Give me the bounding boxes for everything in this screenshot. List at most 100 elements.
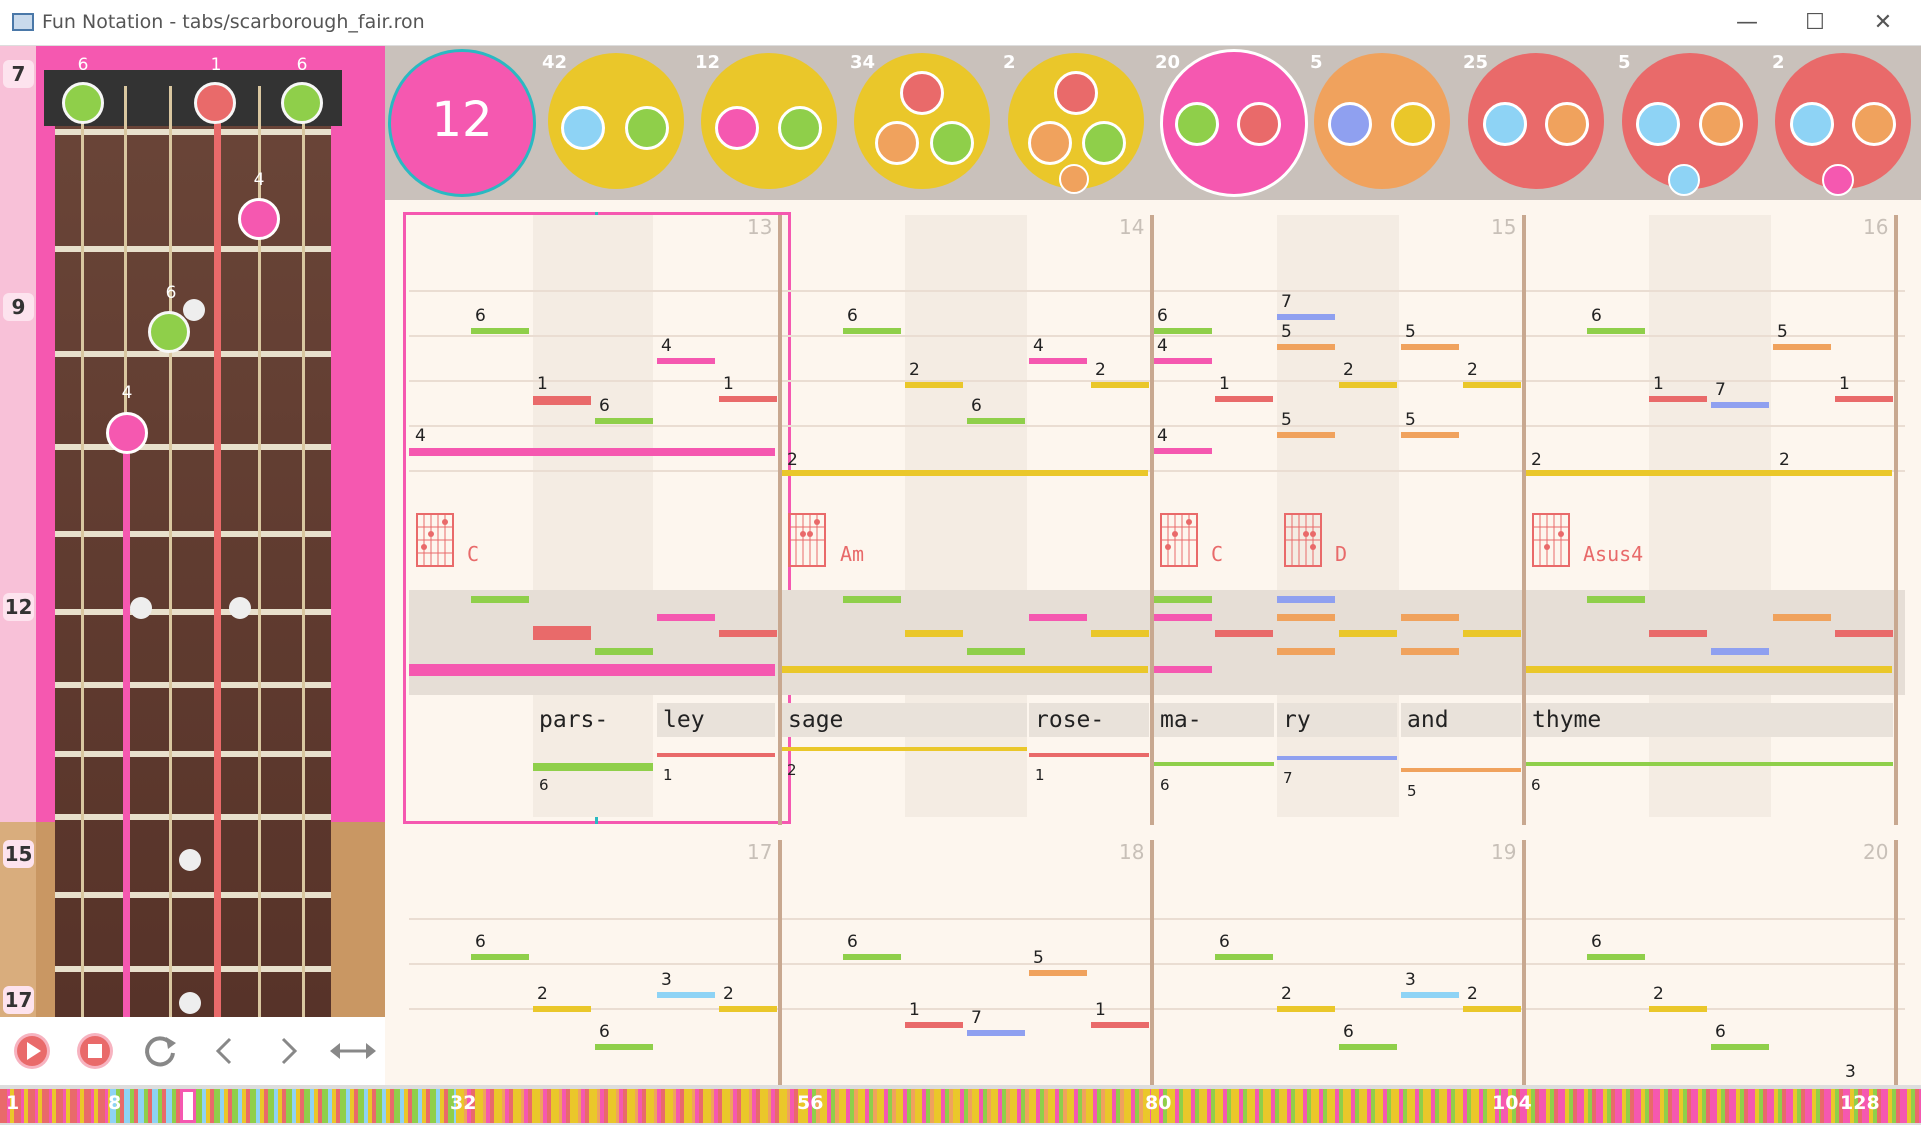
tab-note[interactable]: [967, 418, 1025, 424]
tab-note[interactable]: [1711, 402, 1769, 408]
tab-note-fret: 2: [1095, 360, 1106, 380]
stack-note-dot: [1054, 71, 1098, 115]
tab-note[interactable]: [1401, 344, 1459, 350]
tab-note[interactable]: [905, 382, 963, 388]
play-icon[interactable]: [12, 1031, 52, 1071]
maximize-button[interactable]: ☐: [1805, 10, 1825, 35]
tab-note[interactable]: [471, 954, 529, 960]
tab-note[interactable]: [533, 396, 591, 405]
chord-name[interactable]: Asus4: [1583, 542, 1644, 566]
chevron-right-icon[interactable]: [268, 1031, 308, 1071]
timeline-scrubber[interactable]: 1 8 32 56 80 104 128: [0, 1085, 1921, 1125]
tab-note[interactable]: [843, 954, 901, 960]
tab-note[interactable]: [409, 448, 775, 456]
tab-note[interactable]: [1649, 396, 1707, 402]
tab-note[interactable]: [719, 1006, 777, 1012]
fretboard-note[interactable]: [106, 412, 148, 454]
close-button[interactable]: ✕: [1873, 10, 1893, 35]
note-label: 6: [296, 55, 308, 75]
tab-note[interactable]: [1526, 470, 1892, 476]
tab-note[interactable]: [471, 328, 529, 334]
tab-note[interactable]: [1711, 1044, 1769, 1050]
tab-note[interactable]: [1463, 382, 1521, 388]
tab-note[interactable]: [1277, 344, 1335, 350]
tab-note[interactable]: [1154, 448, 1212, 454]
tab-note[interactable]: [1587, 328, 1645, 334]
fretboard-note[interactable]: [281, 82, 323, 124]
tab-note[interactable]: [1215, 954, 1273, 960]
overview-note: [1091, 630, 1149, 637]
overview-note: [533, 626, 591, 640]
tab-note[interactable]: [1339, 1044, 1397, 1050]
tab-note[interactable]: [1091, 1022, 1149, 1028]
tab-note[interactable]: [843, 328, 901, 334]
fretboard-note[interactable]: [194, 82, 236, 124]
loop-icon[interactable]: [140, 1031, 180, 1071]
current-fret-stack[interactable]: 12: [388, 49, 536, 197]
lyric-syllable[interactable]: sage: [782, 703, 1027, 737]
tab-note[interactable]: [1587, 954, 1645, 960]
chord-name[interactable]: Am: [840, 542, 865, 566]
tab-note[interactable]: [1029, 970, 1087, 976]
tab-note[interactable]: [967, 1030, 1025, 1036]
lyric-note-fret: 6: [1160, 776, 1170, 794]
fretboard-note[interactable]: [148, 311, 190, 353]
tab-note[interactable]: [905, 1022, 963, 1028]
tab-note[interactable]: [1649, 1006, 1707, 1012]
tab-note[interactable]: [1835, 396, 1893, 402]
chord-name[interactable]: C: [1211, 542, 1224, 566]
overview-note: [719, 630, 777, 637]
fit-width-icon[interactable]: [328, 1031, 378, 1071]
tab-note[interactable]: [1215, 396, 1273, 402]
tab-note[interactable]: [1277, 432, 1335, 438]
tab-note[interactable]: [1154, 358, 1212, 364]
stop-icon[interactable]: [75, 1031, 115, 1071]
lyric-syllable[interactable]: pars-: [533, 703, 653, 737]
tab-note[interactable]: [1463, 1006, 1521, 1012]
tab-note[interactable]: [782, 470, 1148, 476]
app-icon: [12, 13, 34, 31]
tab-note[interactable]: [657, 992, 715, 998]
fretboard-note[interactable]: [238, 198, 280, 240]
tab-note[interactable]: [1091, 382, 1149, 388]
lyric-syllable[interactable]: ley: [657, 703, 775, 737]
tab-note-fret: 3: [1405, 970, 1416, 990]
fret-wire: [55, 129, 331, 135]
chord-name[interactable]: C: [467, 542, 480, 566]
tab-note[interactable]: [1401, 432, 1459, 438]
lyric-syllable[interactable]: rose-: [1029, 703, 1149, 737]
tab-note[interactable]: [595, 418, 653, 424]
timeline-segment: [456, 1089, 801, 1123]
tab-note[interactable]: [719, 396, 777, 402]
lyric-syllable[interactable]: thyme: [1526, 703, 1893, 737]
tab-note[interactable]: [1773, 344, 1831, 350]
timeline-marker: 104: [1492, 1092, 1532, 1114]
tab-note[interactable]: [1154, 328, 1212, 334]
lyric-note: [782, 747, 1027, 751]
tab-note[interactable]: [1029, 358, 1087, 364]
tab-note[interactable]: [1277, 314, 1335, 320]
tab-note[interactable]: [1277, 1006, 1335, 1012]
minimize-button[interactable]: —: [1736, 10, 1758, 35]
chevron-left-icon[interactable]: [205, 1031, 245, 1071]
staff-line: [409, 918, 1905, 920]
tab-note[interactable]: [595, 1044, 653, 1050]
fretboard-note[interactable]: [62, 82, 104, 124]
timeline-playhead[interactable]: [180, 1089, 196, 1123]
bar-number: 17: [747, 840, 773, 864]
bar-number: 15: [1491, 215, 1517, 239]
fret-inlay: [179, 849, 201, 871]
lyric-syllable[interactable]: ry: [1277, 703, 1397, 737]
tab-note[interactable]: [533, 1006, 591, 1012]
tab-note[interactable]: [1339, 382, 1397, 388]
overview-note: [1154, 596, 1212, 603]
lyric-syllable[interactable]: and: [1401, 703, 1521, 737]
fret-inlay: [183, 299, 205, 321]
chord-name[interactable]: D: [1335, 542, 1348, 566]
lyric-syllable[interactable]: ma-: [1154, 703, 1274, 737]
tab-note[interactable]: [1401, 992, 1459, 998]
tab-note-fret: 6: [847, 306, 858, 326]
tab-note[interactable]: [657, 358, 715, 364]
overview-note: [1587, 596, 1645, 603]
overview-note: [1339, 630, 1397, 637]
